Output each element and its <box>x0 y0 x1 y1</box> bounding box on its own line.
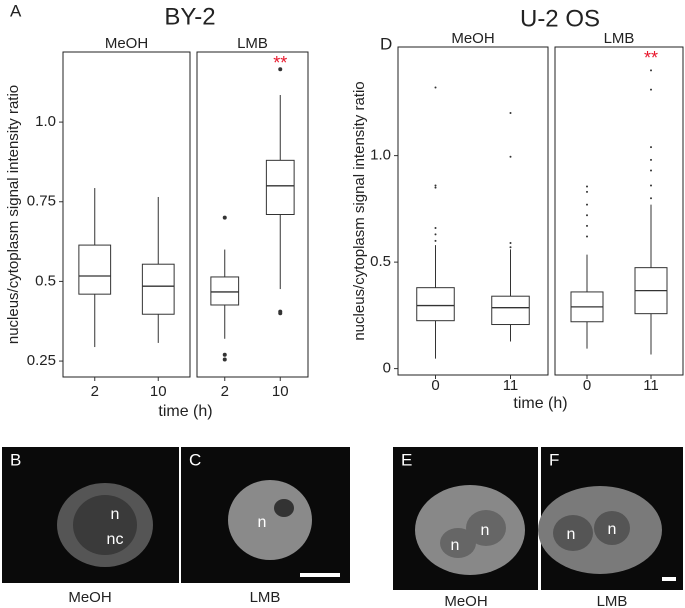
outlier <box>434 239 437 242</box>
facet-label: LMB <box>604 30 635 47</box>
y-axis-label: nucleus/cytoplasm signal intensity ratio <box>5 85 22 344</box>
x-tick-label: 0 <box>583 377 591 394</box>
box <box>210 276 240 306</box>
x-tick-label: 11 <box>503 377 519 394</box>
outlier <box>278 311 283 316</box>
outlier <box>222 215 227 220</box>
outlier <box>586 235 588 238</box>
outlier <box>509 246 512 249</box>
chart-title: BY-2 <box>164 3 215 30</box>
cell <box>466 510 506 546</box>
cell <box>553 515 593 551</box>
outlier <box>586 214 588 217</box>
outlier <box>222 352 227 357</box>
scale-bar <box>662 577 676 581</box>
outlier <box>586 203 588 206</box>
box <box>416 287 455 322</box>
box <box>141 263 175 315</box>
image-caption: MeOH <box>444 593 487 608</box>
facet-panel <box>62 51 191 378</box>
image-label: n <box>481 522 490 539</box>
y-tick-label: 0.5 <box>35 272 56 289</box>
outlier <box>586 185 588 188</box>
outlier <box>434 184 437 187</box>
cell <box>73 495 137 555</box>
outlier <box>222 357 227 362</box>
image-letter: C <box>189 450 201 469</box>
x-tick-label: 10 <box>150 383 167 400</box>
outlier <box>586 224 588 227</box>
panel-label: D <box>380 34 392 53</box>
image-label: n <box>451 537 460 554</box>
image-label: n <box>111 506 120 523</box>
x-tick-label: 2 <box>91 383 99 400</box>
image-letter: E <box>401 450 412 469</box>
box <box>265 159 295 215</box>
facet-label: MeOH <box>451 30 494 47</box>
image-letter: F <box>549 450 559 469</box>
x-tick-label: 10 <box>272 383 289 400</box>
y-tick-label: 0.75 <box>27 193 56 210</box>
facet-label: MeOH <box>105 35 148 52</box>
image-label: n <box>567 526 576 543</box>
image-label: n <box>608 521 617 538</box>
y-axis-label: nucleus/cytoplasm signal intensity ratio <box>351 81 368 340</box>
box <box>78 244 112 295</box>
image-letter: B <box>10 450 21 469</box>
outlier <box>586 190 588 193</box>
outlier <box>434 86 437 89</box>
image-caption: LMB <box>250 589 281 606</box>
outlier <box>434 227 437 230</box>
outlier <box>650 146 652 149</box>
x-tick-label: 11 <box>643 377 659 394</box>
outlier <box>650 184 652 187</box>
y-tick-label: 0 <box>383 360 391 377</box>
facet-label: LMB <box>237 35 268 52</box>
outlier <box>434 186 437 189</box>
x-tick-label: 0 <box>431 377 439 394</box>
outlier <box>434 233 437 236</box>
panel-label: A <box>10 1 22 20</box>
significance: ** <box>644 48 658 68</box>
cell <box>594 511 630 545</box>
significance: ** <box>273 53 287 73</box>
x-axis-label: time (h) <box>513 395 567 412</box>
facet-panel <box>196 51 309 378</box>
outlier <box>650 88 652 91</box>
outlier <box>650 169 652 172</box>
y-tick-label: 0.25 <box>27 352 56 369</box>
image-caption: LMB <box>597 593 628 608</box>
image-caption: MeOH <box>68 589 111 606</box>
y-tick-label: 1.0 <box>370 147 391 164</box>
outlier <box>509 241 512 244</box>
cell <box>228 480 312 560</box>
outlier <box>650 69 652 72</box>
outlier <box>509 155 512 158</box>
outlier <box>650 197 652 200</box>
chart-title: U-2 OS <box>520 5 600 32</box>
facet-panel <box>397 46 549 376</box>
y-tick-label: 1.0 <box>35 113 56 130</box>
cell <box>440 528 476 558</box>
outlier <box>278 67 283 72</box>
facet-panel <box>554 46 684 376</box>
x-axis-label: time (h) <box>158 403 212 420</box>
x-tick-label: 2 <box>221 383 229 400</box>
box <box>491 295 530 326</box>
y-tick-label: 0.5 <box>370 253 391 270</box>
outlier <box>650 158 652 161</box>
image-label: nc <box>107 531 124 548</box>
cell <box>274 499 294 517</box>
outlier <box>509 112 512 115</box>
image-label: n <box>258 514 267 531</box>
scale-bar <box>300 573 340 577</box>
